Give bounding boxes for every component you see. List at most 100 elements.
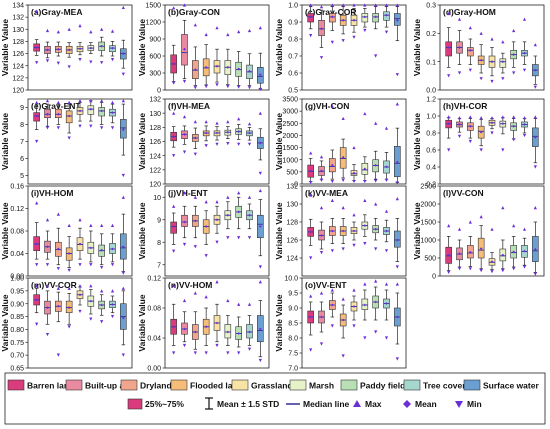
min-marker xyxy=(35,139,39,144)
box-marsh xyxy=(87,99,95,128)
y-tick-label: 122 xyxy=(149,167,161,174)
min-marker xyxy=(78,124,82,128)
max-marker xyxy=(78,99,82,103)
box-paddy-field xyxy=(235,30,242,89)
mean-marker xyxy=(67,306,71,309)
max-marker xyxy=(237,117,241,121)
legend-key-diamond: Mean xyxy=(403,399,437,409)
y-tick-label: 7 xyxy=(20,139,24,146)
y-tick-label: 132 xyxy=(12,15,24,22)
y-tick-label: 132 xyxy=(149,97,161,104)
max-marker xyxy=(247,302,252,306)
min-marker xyxy=(374,247,378,251)
y-axis-label: Variable Value xyxy=(137,294,147,351)
mean-marker xyxy=(385,302,388,305)
y-tick-label: 900 xyxy=(149,37,161,44)
min-marker xyxy=(172,81,176,85)
box-grassland xyxy=(488,227,496,274)
box-paddy-field xyxy=(98,27,105,65)
max-marker xyxy=(319,206,324,210)
y-tick-label: 7 xyxy=(157,262,161,269)
min-marker xyxy=(479,77,483,81)
max-marker xyxy=(226,195,230,199)
y-axis-label: Variable Value xyxy=(0,19,10,76)
min-marker xyxy=(100,320,104,324)
box-flooded-land xyxy=(339,206,347,251)
max-marker xyxy=(226,120,230,124)
y-tick-label: 2000 xyxy=(420,202,436,209)
box-grassland xyxy=(213,200,221,244)
max-marker xyxy=(533,43,537,47)
box-paddy-field xyxy=(235,302,242,355)
max-marker xyxy=(395,282,399,286)
box-barren-land xyxy=(170,6,177,85)
box-paddy-field xyxy=(98,99,105,130)
legend-key-label: Min xyxy=(467,399,482,409)
y-tick-label: 1.2 xyxy=(426,97,436,104)
y-tick-label: 128 xyxy=(12,39,24,46)
max-marker xyxy=(447,11,451,16)
legend-key-box: 25%~75% xyxy=(127,398,184,410)
box-built-up-area xyxy=(44,284,51,337)
box-barren-land xyxy=(33,100,40,144)
y-tick-label: 9.5 xyxy=(288,291,298,298)
box-built-up-area xyxy=(318,206,325,255)
mean-marker xyxy=(183,47,186,51)
max-marker xyxy=(319,5,324,9)
mean-marker xyxy=(193,136,197,140)
legend-key-symbol xyxy=(127,398,143,410)
mean-marker xyxy=(374,227,378,231)
y-axis-label: Variable Value xyxy=(274,202,284,259)
max-marker xyxy=(319,155,324,159)
mean-marker xyxy=(258,73,262,77)
min-marker xyxy=(374,179,378,183)
mean-marker xyxy=(523,123,526,126)
min-marker xyxy=(258,265,262,269)
box-marsh xyxy=(224,298,232,355)
min-marker xyxy=(352,243,356,247)
box-barren-land xyxy=(33,9,40,65)
mean-marker xyxy=(46,306,49,309)
mean-marker xyxy=(363,224,367,227)
min-marker xyxy=(78,58,82,62)
box-flooded-land xyxy=(202,120,210,148)
max-marker xyxy=(89,284,93,288)
max-marker xyxy=(374,279,378,283)
panel-7: 0 500 1000 1500 2000 2500 3000 3500 Variable Val… xyxy=(274,97,407,189)
min-marker xyxy=(457,71,462,75)
panel-title: (o)VV-ENT xyxy=(305,280,347,290)
y-axis-label: Variable Value xyxy=(274,113,284,170)
min-marker xyxy=(330,40,334,44)
mean-marker xyxy=(447,253,451,257)
min-marker xyxy=(121,353,125,357)
max-marker xyxy=(512,115,516,119)
panel-12: 0 500 1000 1500 2000 2500 Variable Value (l)VV-… xyxy=(412,184,545,281)
legend-label: Marsh xyxy=(309,381,334,391)
max-marker xyxy=(193,120,197,124)
legend-label: Paddy field xyxy=(360,381,405,391)
panel-2: 0 300 600 900 1200 1500 Variable Value (b)Gray-… xyxy=(137,3,270,95)
box-surface-water xyxy=(394,282,401,361)
min-marker xyxy=(352,35,356,39)
mean-marker xyxy=(215,64,219,68)
legend-swatch xyxy=(120,379,138,391)
max-marker xyxy=(363,111,367,116)
max-marker xyxy=(247,28,252,33)
box-grassland xyxy=(350,3,358,39)
panel-14: 0.00 0.04 0.08 0.12 Variable Value (n)VV-HOM xyxy=(137,276,270,373)
box-marsh xyxy=(361,111,369,184)
min-marker xyxy=(35,263,39,267)
mean-marker xyxy=(501,60,505,64)
max-marker xyxy=(35,9,39,13)
mean-marker xyxy=(479,58,483,62)
mean-marker xyxy=(100,303,104,307)
max-marker xyxy=(384,209,389,213)
mean-marker xyxy=(490,260,494,263)
max-marker xyxy=(45,99,50,103)
y-tick-label: 126 xyxy=(286,238,298,245)
box-flooded-land xyxy=(477,215,485,273)
mean-marker xyxy=(248,213,251,217)
min-marker xyxy=(56,126,60,130)
panel-title: (f)VH-MEA xyxy=(168,101,210,111)
panel-title: (d)Gray-HOM xyxy=(443,7,496,17)
